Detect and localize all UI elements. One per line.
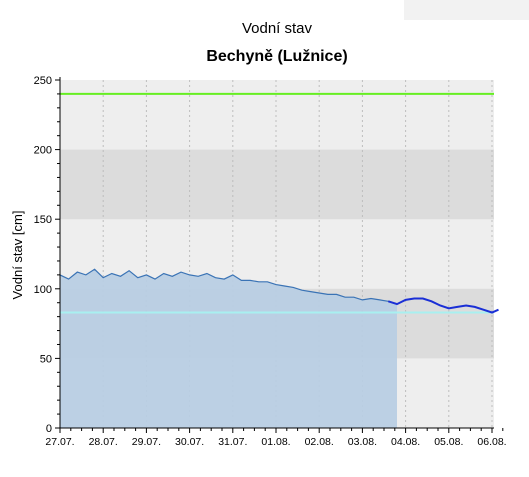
y-tick-label: 0 [46, 423, 52, 435]
corner-shade [404, 0, 529, 20]
x-tick-label: 28.07. [89, 436, 118, 448]
x-tick-label: 27.07. [45, 436, 74, 448]
y-tick-label: 100 [34, 284, 52, 296]
observed-area [60, 269, 397, 428]
x-tick-label: 29.07. [132, 436, 161, 448]
x-tick-label: 31.07. [218, 436, 247, 448]
x-tick-label: 02.08. [305, 436, 334, 448]
observed-line [59, 268, 398, 305]
y-tick-label: 150 [34, 214, 52, 226]
forecast-line [387, 297, 499, 314]
chart-subtitle: Bechyně (Lužnice) [206, 48, 348, 65]
y-axis-label: Vodní stav [cm] [10, 211, 25, 300]
x-tick-label: 05.08. [434, 436, 463, 448]
chart-title: Vodní stav [241, 20, 313, 37]
y-tick-label: 200 [34, 145, 52, 157]
x-tick-label: 30.07. [175, 436, 204, 448]
y-tick-label: 50 [40, 353, 52, 365]
y-tick-label: 250 [34, 75, 52, 87]
plot-band [60, 149, 494, 220]
x-tick-label: 03.08. [348, 436, 377, 448]
x-tick-label: 04.08. [391, 436, 420, 448]
x-tick-label: 06.08. [477, 436, 506, 448]
x-tick-label: 01.08. [261, 436, 290, 448]
